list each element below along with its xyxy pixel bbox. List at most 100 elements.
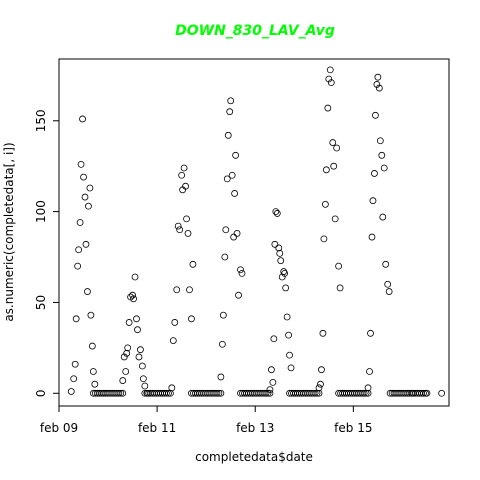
data-point	[373, 81, 381, 88]
data-point	[123, 349, 131, 357]
data-point	[222, 226, 230, 234]
chart-title: DOWN_830_LAV_Avg	[175, 23, 335, 39]
data-point	[280, 268, 288, 275]
data-point	[189, 260, 197, 268]
data-point	[71, 360, 79, 368]
data-point	[119, 389, 127, 397]
data-point	[422, 389, 429, 397]
data-point	[283, 313, 291, 321]
data-point	[131, 273, 139, 281]
data-point	[238, 269, 246, 277]
data-point	[264, 389, 272, 397]
y-axis: 0 50 100 150	[34, 109, 59, 397]
data-point	[232, 151, 240, 159]
data-point	[276, 249, 284, 257]
x-axis: feb 09 feb 11 feb 13 feb 15	[40, 406, 372, 435]
data-point	[226, 108, 234, 116]
data-point	[117, 389, 125, 397]
data-point	[70, 375, 78, 383]
data-point	[286, 351, 293, 359]
data-point	[137, 346, 144, 354]
data-point	[330, 162, 338, 170]
y-tick-label: 150	[34, 109, 48, 132]
data-point	[213, 389, 221, 397]
data-point	[374, 73, 382, 81]
data-point	[360, 389, 368, 397]
data-point	[269, 378, 277, 386]
data-point	[184, 230, 192, 237]
data-point	[380, 164, 388, 172]
y-axis-label: as.numeric(completedata[, i])	[2, 142, 16, 321]
data-point	[119, 377, 127, 384]
data-point	[139, 375, 147, 383]
data-point	[138, 362, 146, 370]
data-point	[318, 366, 325, 374]
data-point	[237, 266, 244, 274]
data-point	[379, 213, 387, 221]
data-point	[218, 340, 226, 348]
data-point	[321, 200, 329, 208]
data-point	[367, 329, 374, 337]
data-point	[217, 389, 225, 397]
data-point	[115, 389, 123, 397]
data-point	[368, 233, 376, 241]
data-point	[364, 389, 372, 397]
data-point	[228, 171, 236, 179]
data-point	[72, 315, 80, 323]
data-point	[324, 104, 332, 112]
data-point	[270, 335, 278, 343]
data-point	[362, 389, 370, 397]
y-tick-label: 0	[34, 389, 48, 397]
data-point	[77, 160, 85, 168]
data-point	[188, 315, 195, 323]
data-point	[333, 144, 341, 152]
data-point	[282, 284, 290, 292]
data-point	[268, 366, 275, 374]
data-point	[235, 291, 242, 299]
data-point	[79, 115, 86, 123]
data-point	[75, 246, 83, 254]
x-tick-label: feb 15	[334, 421, 372, 435]
data-point	[163, 389, 170, 397]
data-point	[130, 295, 137, 303]
data-point	[85, 202, 92, 210]
data-point	[125, 319, 133, 326]
data-point	[182, 182, 189, 190]
data-point	[375, 84, 383, 92]
data-point	[327, 79, 335, 87]
data-point	[376, 137, 384, 145]
data-point	[67, 388, 75, 395]
data-point	[80, 173, 87, 181]
data-point	[285, 331, 292, 339]
data-point	[371, 170, 378, 177]
data-point	[183, 215, 190, 223]
x-tick-label: feb 09	[40, 421, 78, 435]
data-point	[275, 244, 283, 252]
plot-area-frame	[58, 58, 450, 407]
data-point	[231, 190, 239, 197]
data-point	[287, 364, 295, 372]
data-point	[382, 260, 390, 268]
x-tick-label: feb 11	[138, 421, 176, 435]
data-point	[178, 171, 186, 179]
data-point	[223, 175, 231, 183]
data-point	[227, 97, 235, 105]
data-point	[233, 230, 241, 237]
data-point	[438, 389, 446, 397]
data-point	[266, 389, 274, 397]
data-point	[322, 166, 330, 174]
data-point	[319, 329, 327, 337]
data-point	[88, 342, 96, 350]
data-point	[82, 240, 90, 248]
data-point	[325, 75, 333, 83]
data-point	[311, 389, 319, 397]
data-point	[180, 164, 188, 172]
data-point	[76, 219, 84, 226]
data-points	[67, 66, 446, 397]
data-point	[81, 193, 89, 201]
data-point	[173, 286, 181, 294]
data-point	[89, 368, 97, 375]
data-point	[169, 337, 177, 344]
